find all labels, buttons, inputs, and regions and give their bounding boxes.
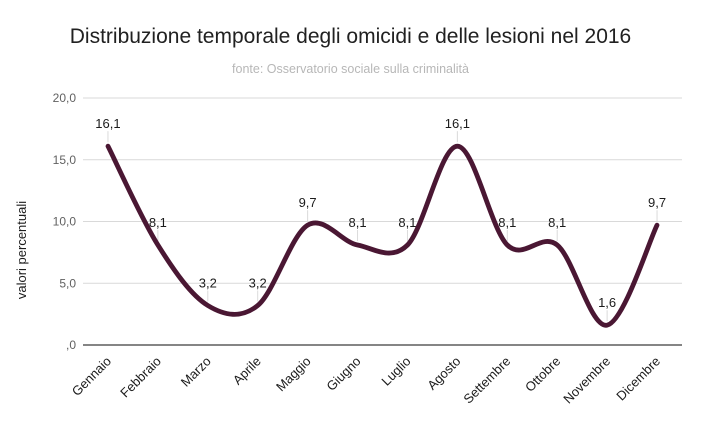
x-axis-label: Ottobre <box>522 354 563 395</box>
data-point-label: 8,1 <box>548 215 566 230</box>
chart-title: Distribuzione temporale degli omicidi e … <box>69 25 632 48</box>
data-point-label: 8,1 <box>498 215 516 230</box>
data-point-label: 3,2 <box>199 275 217 290</box>
data-point-label: 8,1 <box>398 215 416 230</box>
x-axis-label: Giugno <box>323 354 363 394</box>
y-tick-label: 5,0 <box>59 276 76 290</box>
y-tick-label: ,0 <box>66 338 76 352</box>
y-axis-title: valori percentuali <box>14 201 29 299</box>
x-axis-label: Gennaio <box>69 354 114 399</box>
x-axis-label: Novembre <box>560 354 613 407</box>
data-point-label: 9,7 <box>299 195 317 210</box>
x-axis-label: Maggio <box>273 354 314 395</box>
x-axis-label: Aprile <box>230 354 264 388</box>
data-point-label: 1,6 <box>598 295 616 310</box>
data-point-label: 16,1 <box>445 116 470 131</box>
y-tick-label: 15,0 <box>53 153 77 167</box>
data-point-label: 9,7 <box>648 195 666 210</box>
x-axis-label: Agosto <box>424 354 463 393</box>
x-axis-label: Marzo <box>178 354 214 390</box>
data-point-label: 16,1 <box>95 116 120 131</box>
series-line <box>105 143 660 328</box>
y-tick-label: 10,0 <box>53 215 77 229</box>
x-axis-label: Luglio <box>378 354 413 389</box>
x-axis-label: Dicembre <box>613 354 663 404</box>
x-axis-label: Settembre <box>460 354 513 407</box>
x-axis-label: Febbraio <box>117 354 164 401</box>
data-point-label: 8,1 <box>349 215 367 230</box>
data-point-label: 3,2 <box>249 275 267 290</box>
y-tick-label: 20,0 <box>53 91 77 105</box>
chart-subtitle: fonte: Osservatorio sociale sulla crimin… <box>232 62 469 76</box>
data-point-label: 8,1 <box>149 215 167 230</box>
